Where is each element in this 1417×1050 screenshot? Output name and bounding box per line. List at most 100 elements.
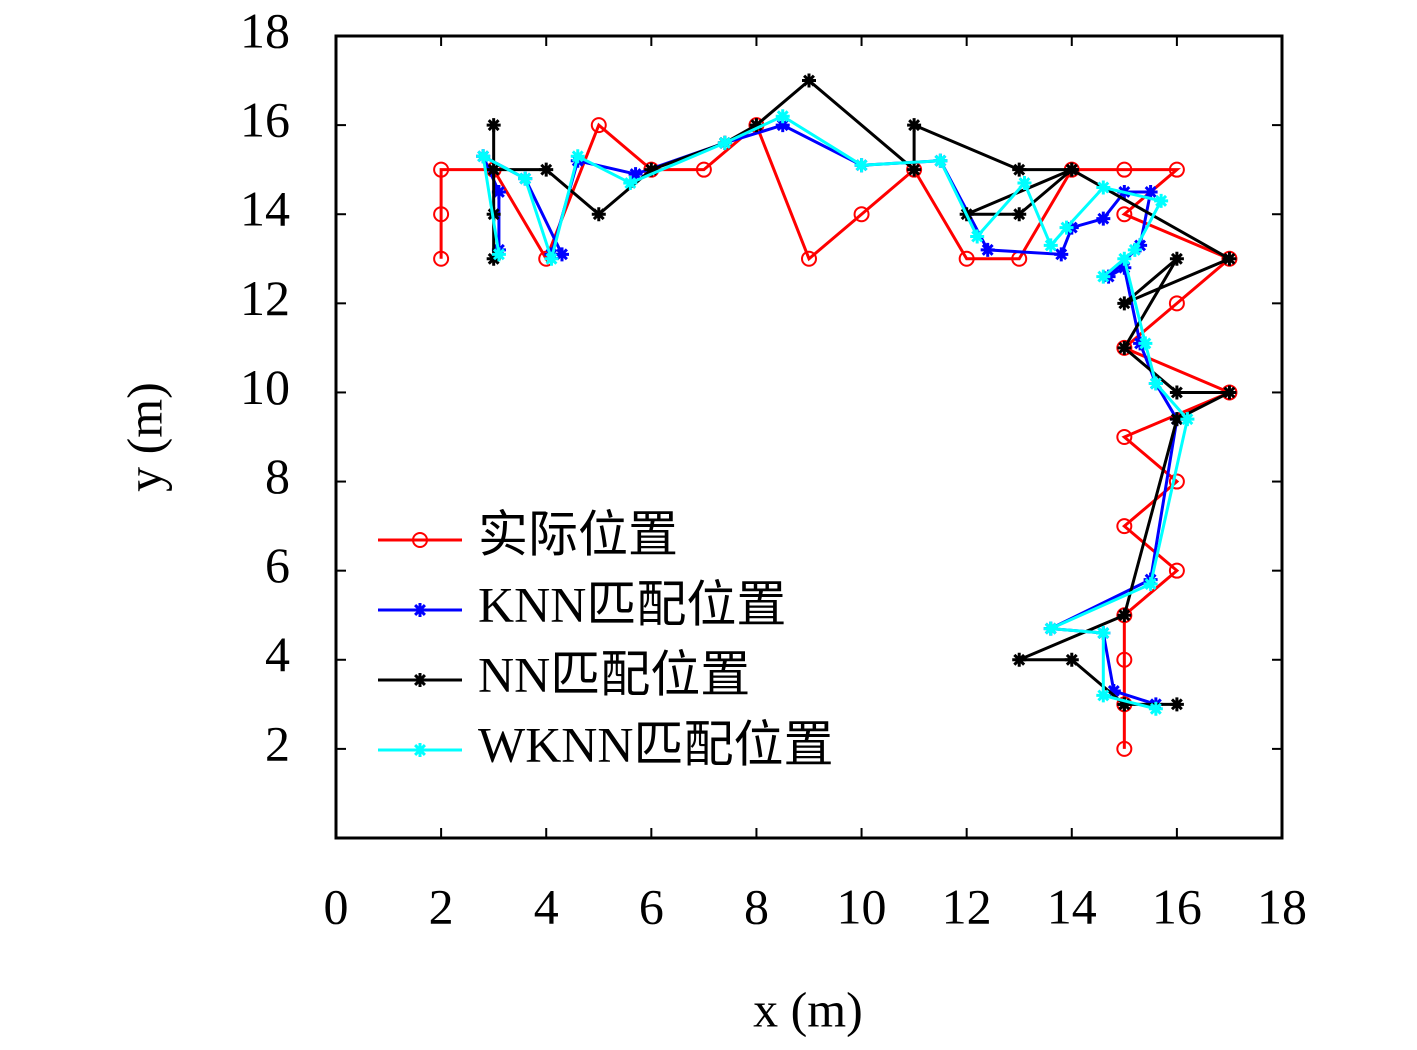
marker [1127, 242, 1142, 257]
marker [1143, 577, 1158, 592]
marker [1154, 193, 1169, 208]
marker [980, 242, 995, 257]
marker [1168, 473, 1185, 490]
y-tick-label: 6 [265, 537, 290, 593]
marker [1116, 161, 1133, 178]
marker [1012, 207, 1027, 222]
marker [1012, 162, 1027, 177]
legend-label: 实际位置 [478, 506, 678, 562]
marker [933, 153, 948, 168]
x-tick-label: 2 [429, 878, 454, 934]
marker [1117, 340, 1132, 355]
marker [1169, 385, 1184, 400]
marker [1096, 688, 1111, 703]
y-tick-label: 18 [240, 2, 290, 58]
marker [1117, 296, 1132, 311]
marker [1043, 621, 1058, 636]
marker [854, 158, 869, 173]
x-tick-label: 16 [1152, 878, 1202, 934]
marker [1096, 269, 1111, 284]
marker [1148, 376, 1163, 391]
marker [1222, 385, 1237, 400]
x-tick-label: 18 [1257, 878, 1307, 934]
marker [518, 171, 533, 186]
marker [1096, 211, 1111, 226]
marker [1117, 260, 1132, 275]
x-axis-label: x (m) [753, 981, 863, 1037]
y-axis-label: y (m) [116, 382, 172, 492]
x-tick-label: 4 [534, 878, 559, 934]
legend-label: KNN匹配位置 [478, 576, 786, 632]
x-tick-label: 8 [744, 878, 769, 934]
marker [570, 149, 585, 164]
y-tick-label: 10 [240, 359, 290, 415]
marker [775, 109, 790, 124]
legend-label: NN匹配位置 [478, 646, 750, 702]
marker [433, 250, 450, 267]
y-tick-label: 2 [265, 715, 290, 771]
marker [1059, 220, 1074, 235]
legend-marker [413, 673, 427, 687]
marker [970, 229, 985, 244]
marker [433, 161, 450, 178]
marker [1054, 247, 1069, 262]
x-tick-label: 12 [942, 878, 992, 934]
marker [1096, 626, 1111, 641]
marker [749, 118, 764, 133]
marker [476, 149, 491, 164]
y-tick-label: 12 [240, 270, 290, 326]
marker [717, 135, 732, 150]
marker [539, 162, 554, 177]
legend-label: WKNN匹配位置 [478, 716, 834, 772]
marker [1169, 697, 1184, 712]
x-tick-label: 0 [324, 878, 349, 934]
marker [695, 161, 712, 178]
x-tick-label: 6 [639, 878, 664, 934]
marker [1168, 295, 1185, 312]
marker [1117, 608, 1132, 623]
marker [1138, 336, 1153, 351]
marker [1116, 740, 1133, 757]
marker [1180, 412, 1195, 427]
marker [907, 162, 922, 177]
marker [1168, 562, 1185, 579]
plot-frame [334, 34, 1284, 840]
y-tick-label: 4 [265, 626, 290, 682]
marker [486, 118, 501, 133]
marker [1017, 176, 1032, 191]
marker [1222, 251, 1237, 266]
marker [433, 206, 450, 223]
x-tick-label: 10 [837, 878, 887, 934]
y-tick-label: 16 [240, 92, 290, 148]
marker [802, 73, 816, 88]
marker [1169, 412, 1184, 427]
marker [623, 176, 638, 191]
legend-marker [413, 603, 427, 617]
marker [1064, 652, 1079, 667]
marker [801, 250, 817, 267]
marker [1143, 184, 1158, 199]
x-tick-label: 14 [1047, 878, 1097, 934]
marker [644, 162, 659, 177]
marker [907, 118, 922, 133]
marker [491, 184, 506, 199]
legend-marker [412, 532, 428, 548]
marker [486, 162, 501, 177]
marker [1106, 683, 1121, 698]
marker [1168, 161, 1185, 178]
marker [628, 167, 643, 182]
legend-marker [413, 743, 427, 757]
series-line [439, 122, 1234, 749]
marker [1148, 701, 1163, 716]
marker [1117, 697, 1132, 712]
marker [554, 247, 569, 262]
marker [1116, 206, 1133, 223]
marker [775, 118, 790, 133]
marker [1169, 251, 1184, 266]
marker [1116, 429, 1133, 445]
marker [544, 251, 559, 266]
marker [1116, 651, 1133, 668]
y-tick-label: 8 [265, 448, 290, 504]
y-tick-label: 14 [240, 181, 290, 237]
